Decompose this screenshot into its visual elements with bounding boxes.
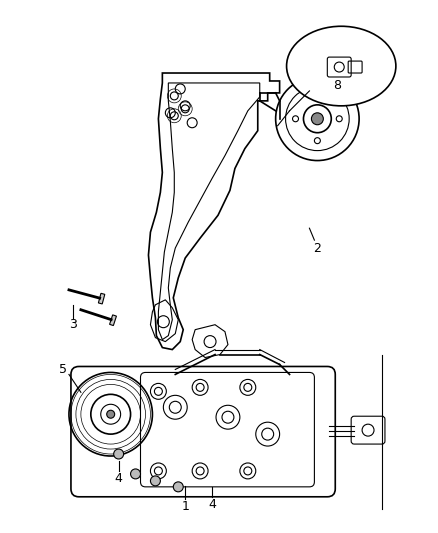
Circle shape: [311, 113, 323, 125]
Polygon shape: [98, 293, 105, 304]
Circle shape: [150, 476, 160, 486]
Text: 5: 5: [59, 363, 67, 376]
Text: 1: 1: [181, 500, 189, 513]
Text: 4: 4: [208, 498, 215, 511]
Circle shape: [130, 469, 140, 479]
Text: 8: 8: [332, 79, 340, 92]
Text: 4: 4: [114, 472, 122, 486]
Circle shape: [106, 410, 114, 418]
Text: 2: 2: [313, 241, 321, 255]
Circle shape: [173, 482, 183, 492]
Ellipse shape: [286, 26, 395, 106]
Circle shape: [113, 449, 124, 459]
Polygon shape: [110, 315, 116, 326]
Text: 3: 3: [69, 318, 77, 331]
